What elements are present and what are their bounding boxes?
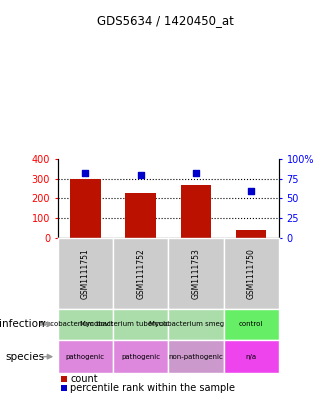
- Text: pathogenic: pathogenic: [121, 354, 160, 360]
- Text: GSM1111750: GSM1111750: [247, 248, 256, 299]
- Point: [248, 187, 254, 194]
- Text: species: species: [5, 352, 45, 362]
- Point: [138, 172, 143, 178]
- Text: infection: infection: [0, 319, 45, 329]
- Point: [83, 169, 88, 176]
- Bar: [236, 230, 266, 238]
- Text: GSM1111751: GSM1111751: [81, 248, 90, 299]
- Bar: [70, 179, 101, 238]
- Text: Mycobacterium bovis BCG: Mycobacterium bovis BCG: [40, 321, 131, 327]
- Text: percentile rank within the sample: percentile rank within the sample: [70, 383, 235, 393]
- Text: GSM1111753: GSM1111753: [191, 248, 200, 299]
- Text: count: count: [70, 374, 98, 384]
- Text: pathogenic: pathogenic: [66, 354, 105, 360]
- Bar: [125, 193, 156, 238]
- Point: [193, 170, 199, 176]
- Text: non-pathogenic: non-pathogenic: [169, 354, 223, 360]
- Text: GDS5634 / 1420450_at: GDS5634 / 1420450_at: [97, 14, 233, 27]
- Text: n/a: n/a: [246, 354, 257, 360]
- Text: GSM1111752: GSM1111752: [136, 248, 145, 299]
- Text: Mycobacterium smegmatis: Mycobacterium smegmatis: [149, 321, 243, 327]
- Text: Mycobacterium tuberculosis H37ra: Mycobacterium tuberculosis H37ra: [80, 321, 202, 327]
- Text: control: control: [239, 321, 263, 327]
- Bar: [181, 185, 211, 238]
